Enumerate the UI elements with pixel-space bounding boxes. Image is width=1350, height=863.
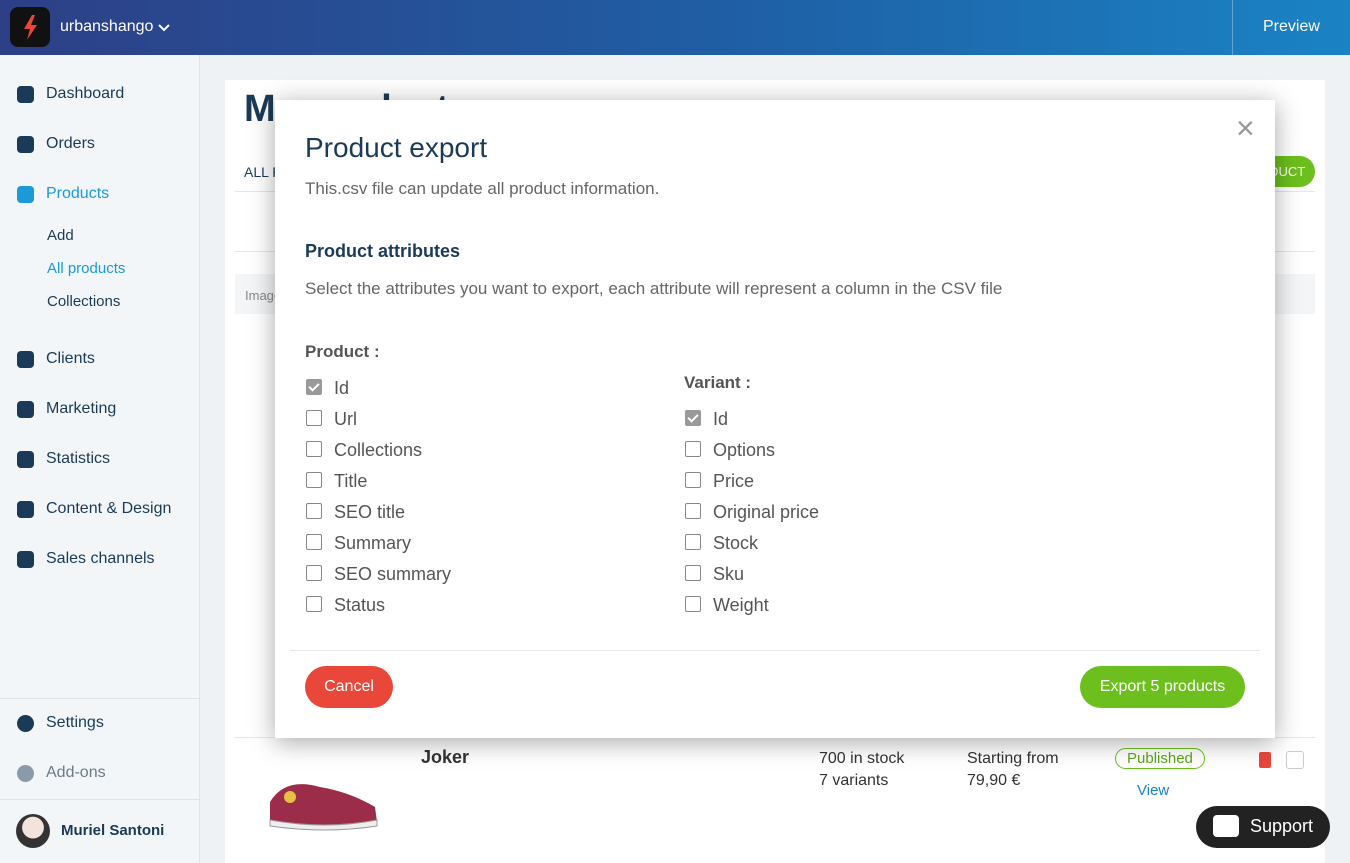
nav-icon [17,765,34,782]
checkbox-label[interactable]: Sku [713,564,745,584]
logo-icon [24,15,37,40]
support-icon [1213,815,1239,837]
nav-item[interactable]: Products [46,185,110,202]
checkbox-label[interactable]: SEO title [334,502,406,522]
view-link[interactable]: View [1137,782,1170,799]
avatar[interactable] [16,814,50,848]
checkbox[interactable] [306,410,322,426]
product-image [269,784,378,831]
modal-subtitle: This.csv file can update all product inf… [305,179,660,198]
nav-icon [17,401,34,418]
checkbox-label[interactable]: Stock [713,533,759,553]
checkbox-label[interactable]: SEO summary [334,564,452,584]
nav-item[interactable]: Sales channels [46,550,155,567]
subnav-item[interactable]: All products [47,260,126,277]
nav-icon [17,715,34,732]
checkbox-label[interactable]: Options [713,440,776,460]
checkbox[interactable] [685,565,701,581]
nav-item[interactable]: Dashboard [46,85,125,102]
nav-icon [17,451,34,468]
checkbox[interactable] [685,472,701,488]
modal-title: Product export [305,132,488,163]
column-header: Image [245,288,282,303]
subnav-item[interactable]: Add [47,227,74,244]
section-title: Product attributes [305,241,461,261]
nav-icon [17,551,34,568]
nav-item[interactable]: Add-ons [46,764,106,781]
sidebar: Dashboard Orders Products Clients Marketing S… [0,55,200,863]
checkbox[interactable] [306,441,322,457]
nav-item[interactable]: Settings [46,714,104,731]
export-button[interactable]: Export 5 products [1080,666,1245,708]
store-logo[interactable] [10,7,50,47]
close-button[interactable]: × [1236,110,1255,146]
checkbox-label[interactable]: Collections [334,440,423,460]
checkbox[interactable] [685,441,701,457]
divider [0,799,199,800]
checkbox[interactable] [306,596,322,612]
checkbox[interactable] [306,503,322,519]
checkbox[interactable] [306,534,322,550]
nav-item[interactable]: Clients [46,350,95,367]
preview-button[interactable]: Preview [1263,18,1320,35]
delete-icon[interactable] [1259,752,1271,768]
support-button[interactable]: Support [1196,806,1330,848]
checkbox[interactable] [306,565,322,581]
checkbox[interactable] [685,596,701,612]
checkbox-label[interactable]: Summary [334,533,412,553]
nav-icon [17,136,34,153]
cancel-button[interactable]: Cancel [305,666,393,708]
checkbox-label[interactable]: Id [713,409,729,429]
checkbox[interactable] [685,503,701,519]
status-badge: Published [1115,748,1205,769]
variants: 7 variants [819,772,889,789]
stock: 700 in stock [819,750,905,767]
section-description: Select the attributes you want to export… [305,279,1003,298]
nav-item[interactable]: Marketing [46,400,117,417]
nav-icon [17,186,34,203]
product-name[interactable]: Joker [421,747,470,767]
export-modal: × Product export This.csv file can updat… [275,100,1275,738]
nav-icon [17,351,34,368]
checkbox-label[interactable]: Url [334,409,357,429]
nav-icon [17,501,34,518]
divider [290,650,1260,651]
price-prefix: Starting from [967,750,1059,767]
store-name[interactable]: urbanshango [60,18,154,35]
checkbox[interactable] [306,379,322,395]
divider [1232,0,1233,55]
chevron [158,24,170,32]
row-checkbox[interactable] [1286,751,1304,769]
top-bar: urbanshango Preview [0,0,1350,55]
checkbox-label[interactable]: Title [334,471,368,491]
checkbox-label[interactable]: Id [334,378,350,398]
checkbox-label[interactable]: Status [334,595,386,615]
checkbox[interactable] [306,472,322,488]
divider [0,698,199,699]
nav-item[interactable]: Content & Design [46,500,172,517]
user-name[interactable]: Muriel Santoni [61,822,165,839]
nav-item[interactable]: Orders [46,135,95,152]
checkbox[interactable] [685,534,701,550]
checkbox[interactable] [685,410,701,426]
checkbox-label[interactable]: Original price [713,502,820,522]
group-label: Product : [305,342,380,361]
checkbox-label[interactable]: Price [713,471,755,491]
nav-item[interactable]: Statistics [46,450,111,467]
group-label: Variant : [684,373,752,392]
checkbox-label[interactable]: Weight [713,595,769,615]
price: 79,90 € [967,772,1021,789]
subnav-item[interactable]: Collections [47,293,121,310]
nav-icon [17,86,34,103]
support-label: Support [1250,816,1314,836]
